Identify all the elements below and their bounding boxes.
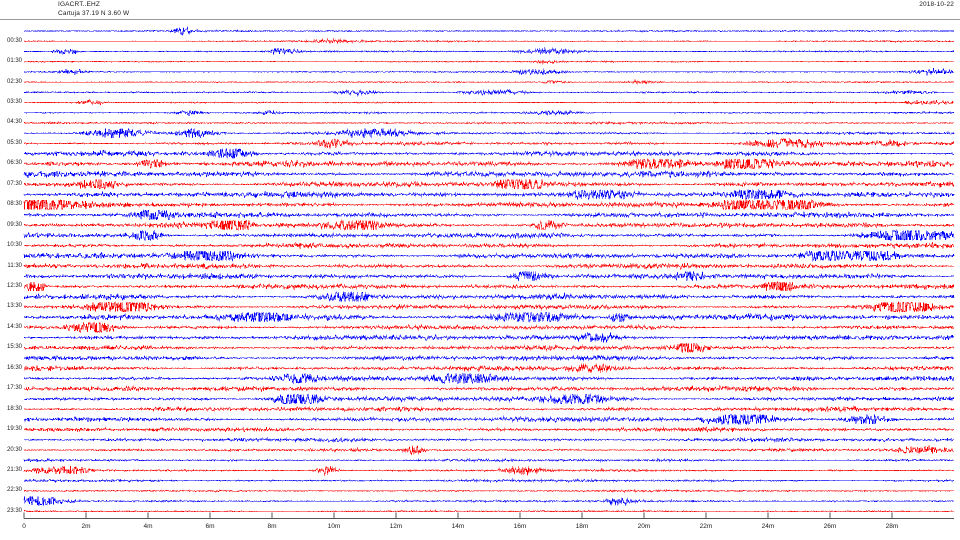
duration-axis: 0 2m 4m 6m 8m 10m 12m 14m 16m 18m 20m 22m 24m 26m 28m [0, 512, 960, 540]
trace-row [23, 354, 955, 362]
trace-row [23, 59, 955, 65]
trace-row [23, 121, 955, 126]
helicorder-plot: 00:30 01:30 02:30 03:30 04:30 05:30 06:30 07:30… [0, 20, 960, 514]
trace-row [23, 488, 955, 493]
header-divider [0, 19, 960, 20]
trace-row [23, 179, 955, 190]
trace-row [23, 270, 955, 282]
time-axis-label: 06:30 [6, 160, 22, 167]
time-axis-label: 18:30 [6, 405, 22, 412]
duration-axis-label: 8m [267, 523, 277, 530]
trace-row [23, 109, 955, 117]
time-axis-label: 22:30 [6, 487, 22, 494]
trace-row [23, 496, 955, 506]
trace-row [23, 250, 955, 262]
trace-row [23, 229, 955, 242]
time-axis-label: 17:30 [6, 385, 22, 392]
trace-row [23, 46, 955, 56]
trace-row [23, 219, 955, 231]
trace-row [23, 262, 955, 271]
trace-row [23, 385, 955, 394]
trace-row [23, 465, 955, 477]
trace-row [23, 127, 955, 139]
trace-row [23, 332, 955, 343]
time-axis-label: 01:30 [6, 58, 22, 65]
trace-row [23, 291, 955, 302]
duration-axis-label: 4m [143, 523, 153, 530]
duration-axis-label: 20m [637, 523, 651, 530]
time-axis-label: 20:30 [6, 446, 22, 453]
trace-row [23, 509, 955, 512]
seismic-traces [23, 26, 955, 512]
time-axis-label: 13:30 [6, 303, 22, 310]
trace-row [23, 98, 955, 106]
time-axis-label: 03:30 [6, 99, 22, 106]
time-axis-label: 10:30 [6, 242, 22, 249]
trace-row [23, 321, 955, 334]
trace-row [23, 445, 955, 456]
trace-row [23, 241, 955, 250]
trace-row [23, 426, 955, 434]
trace-row [23, 209, 955, 221]
time-axis-label: 16:30 [6, 364, 22, 371]
duration-axis-label: 18m [575, 523, 589, 530]
trace-row [23, 147, 955, 159]
trace-row [23, 158, 955, 170]
duration-axis-ticks [23, 512, 954, 519]
duration-axis-label: 22m [699, 523, 713, 530]
trace-row [23, 189, 955, 201]
trace-row [23, 301, 955, 313]
time-axis-label: 00:30 [6, 37, 22, 44]
trace-row [23, 393, 955, 405]
trace-row [23, 67, 955, 76]
trace-row [23, 37, 955, 45]
time-axis-label: 05:30 [6, 139, 22, 146]
duration-axis-label: 2m [81, 523, 91, 530]
time-axis-labels: 00:30 01:30 02:30 03:30 04:30 05:30 06:30 07:30… [0, 20, 24, 514]
trace-row [23, 436, 955, 443]
time-axis-label: 04:30 [6, 119, 22, 126]
duration-axis-label: 10m [327, 523, 341, 530]
duration-axis-label: 14m [451, 523, 465, 530]
duration-axis-label: 28m [885, 523, 899, 530]
station-code-label: IGACRT..EHZ [58, 1, 100, 8]
trace-row [23, 457, 955, 463]
trace-row [23, 405, 955, 413]
trace-row [23, 372, 955, 385]
time-axis-label: 23:30 [6, 507, 22, 514]
duration-axis-label: 12m [389, 523, 403, 530]
record-date-label: 2018-10-22 [919, 1, 954, 8]
station-location-label: Cartuja 37.19 N 3.60 W [58, 10, 130, 17]
time-axis-label: 19:30 [6, 426, 22, 433]
trace-row [23, 281, 955, 292]
time-axis-label: 12:30 [6, 283, 22, 289]
time-axis-label: 14:30 [6, 323, 22, 330]
trace-row [23, 363, 955, 373]
duration-axis-label: 0 [22, 523, 26, 530]
trace-row [23, 26, 955, 36]
time-axis-label: 02:30 [6, 78, 22, 85]
trace-row [23, 79, 955, 85]
trace-row [23, 477, 955, 484]
time-axis-label: 11:30 [7, 262, 22, 269]
time-axis-label: 09:30 [6, 221, 22, 228]
trace-row [23, 311, 955, 323]
duration-axis-label: 16m [513, 523, 527, 530]
trace-row [23, 342, 955, 354]
time-axis-label: 21:30 [6, 466, 22, 473]
duration-axis-label: 24m [761, 523, 775, 530]
trace-row [23, 137, 955, 149]
duration-axis-label: 6m [205, 523, 215, 530]
trace-row [23, 198, 955, 211]
trace-row [23, 89, 955, 97]
time-axis-label: 15:30 [6, 344, 22, 351]
trace-row [23, 413, 955, 425]
time-axis-label: 07:30 [6, 180, 22, 187]
duration-axis-label: 26m [823, 523, 837, 530]
time-axis-label: 08:30 [6, 201, 22, 208]
trace-row [23, 170, 955, 179]
header: IGACRT..EHZ Cartuja 37.19 N 3.60 W 2018-… [0, 0, 960, 19]
